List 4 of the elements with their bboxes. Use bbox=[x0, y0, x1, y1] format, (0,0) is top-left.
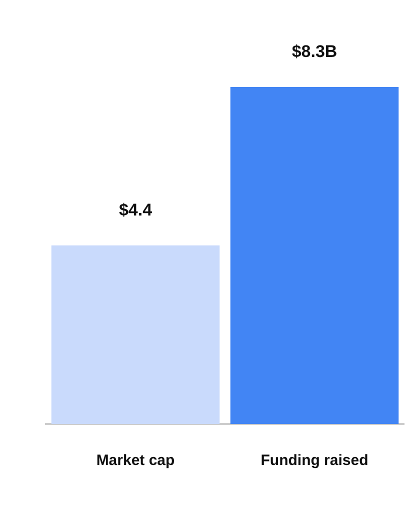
x-tick-label: Funding raised bbox=[260, 452, 368, 470]
data-label: $8.3B bbox=[292, 42, 338, 62]
data-label: $4.4 bbox=[118, 200, 153, 220]
x-tick-label: Market cap bbox=[96, 452, 175, 470]
